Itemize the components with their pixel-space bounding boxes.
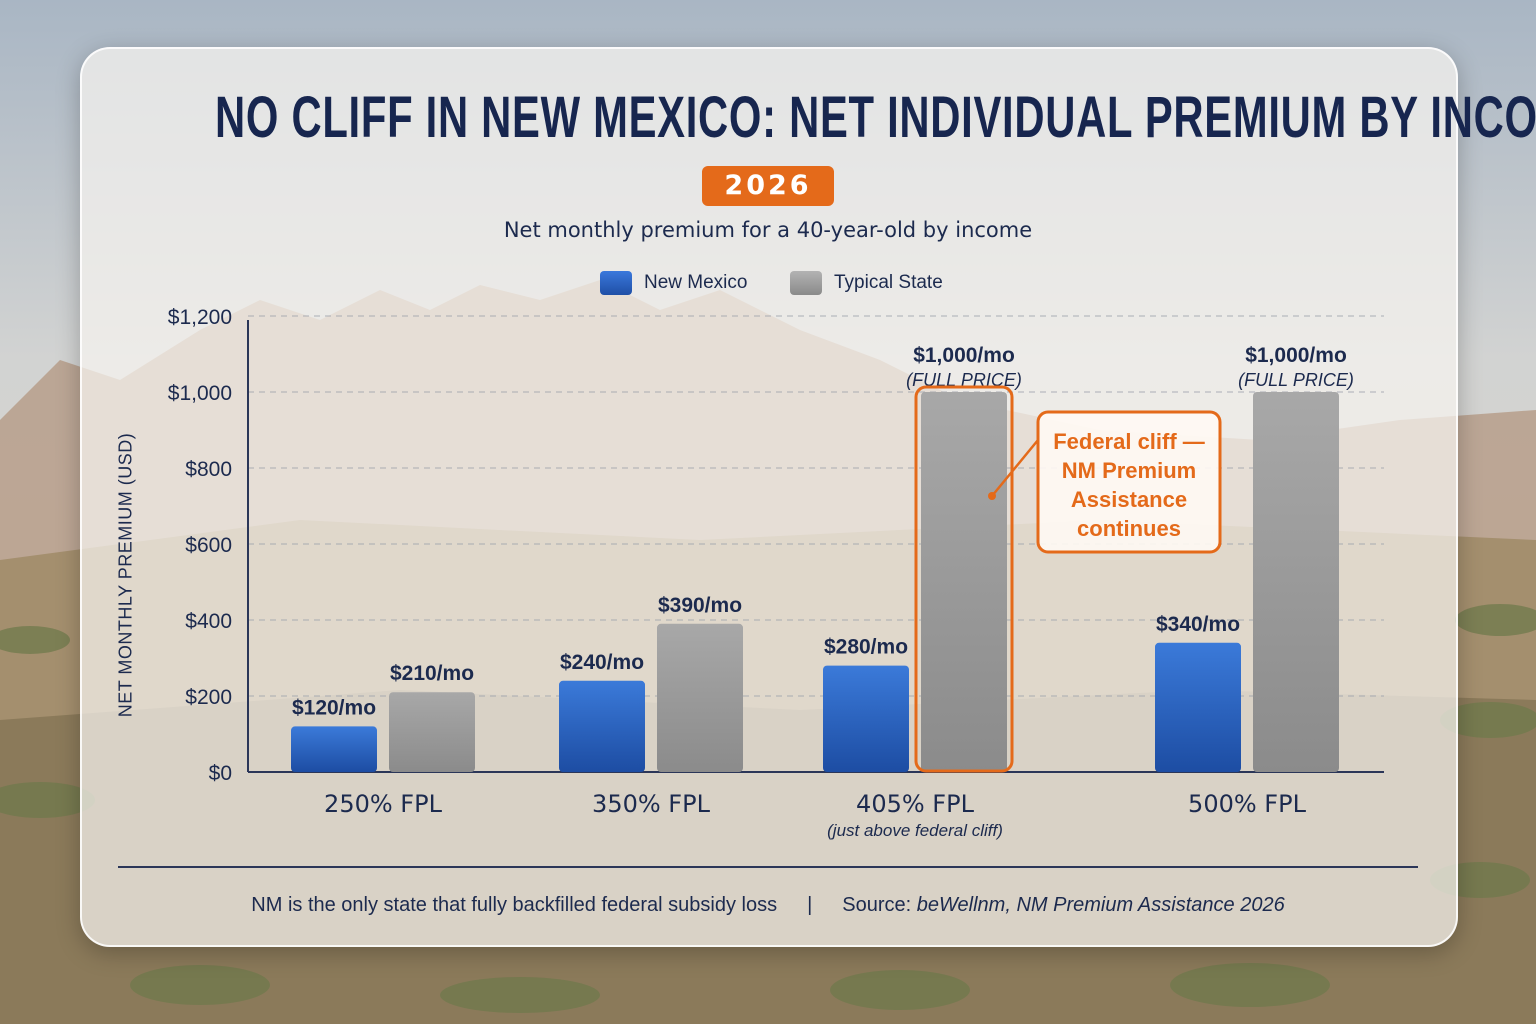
chart-title: NO CLIFF IN NEW MEXICO: NET INDIVIDUAL P… — [215, 85, 1536, 150]
bar-new-mexico — [559, 680, 645, 772]
callout-anchor-dot — [988, 492, 996, 500]
data-label: $210/mo — [390, 662, 474, 685]
footer-separator: | — [807, 894, 813, 916]
legend-item-new-mexico: New Mexico — [600, 270, 747, 296]
legend-swatch-new-mexico — [600, 271, 632, 295]
data-label: $240/mo — [560, 651, 644, 674]
bar-typical-state — [921, 392, 1007, 772]
bar-typical-state — [1253, 392, 1339, 772]
data-label: $390/mo — [658, 594, 742, 617]
bar-new-mexico — [1155, 642, 1241, 772]
data-sublabel: (FULL PRICE) — [906, 370, 1022, 390]
y-tick-label: $400 — [185, 610, 232, 633]
legend-swatch-typical-state — [790, 271, 822, 295]
cliff-highlight-outline — [914, 385, 1014, 773]
y-tick-label: $1,200 — [168, 306, 232, 329]
data-sublabel: (FULL PRICE) — [1238, 370, 1354, 390]
x-tick-label: 405% FPL — [856, 790, 975, 818]
legend-label-new-mexico: New Mexico — [644, 272, 748, 293]
data-label: $1,000/mo — [913, 344, 1015, 367]
chart-subtitle: Net monthly premium for a 40-year-old by… — [503, 218, 1033, 242]
bar-new-mexico — [823, 665, 909, 772]
year-badge: 2026 — [702, 166, 834, 206]
y-tick-label: $200 — [185, 686, 232, 709]
legend-label-typical-state: Typical State — [834, 272, 943, 293]
callout-box — [1036, 410, 1222, 554]
legend-item-typical-state: Typical State — [790, 270, 943, 296]
callout-text-line: Assistance — [1071, 487, 1187, 512]
x-tick-note: (just above federal cliff) — [827, 821, 1003, 840]
callout-text-line: continues — [1077, 516, 1181, 541]
data-label: $1,000/mo — [1245, 344, 1347, 367]
callout-text-line: Federal cliff — — [1053, 429, 1205, 454]
callout-leader-line — [991, 439, 1039, 497]
footer: NM is the only state that fully backfill… — [0, 894, 1536, 917]
x-tick-label: 250% FPL — [324, 790, 443, 818]
x-tick-label: 350% FPL — [592, 790, 711, 818]
data-label: $340/mo — [1156, 613, 1240, 636]
data-label: $120/mo — [292, 696, 376, 719]
y-tick-label: $1,000 — [168, 382, 232, 405]
bar-typical-state — [389, 692, 475, 772]
x-tick-label: 500% FPL — [1188, 790, 1307, 818]
footer-source: beWellnm, NM Premium Assistance 2026 — [916, 894, 1285, 916]
y-tick-label: $800 — [185, 458, 232, 481]
callout-text-line: NM Premium — [1062, 458, 1196, 483]
data-label: $280/mo — [824, 636, 908, 659]
footer-source-prefix: Source: — [842, 894, 917, 916]
bar-new-mexico — [291, 726, 377, 772]
footer-divider — [118, 866, 1418, 868]
footer-note: NM is the only state that fully backfill… — [251, 894, 778, 916]
y-tick-label: $600 — [185, 534, 232, 557]
bar-typical-state — [657, 623, 743, 772]
y-tick-label: $0 — [209, 762, 232, 785]
